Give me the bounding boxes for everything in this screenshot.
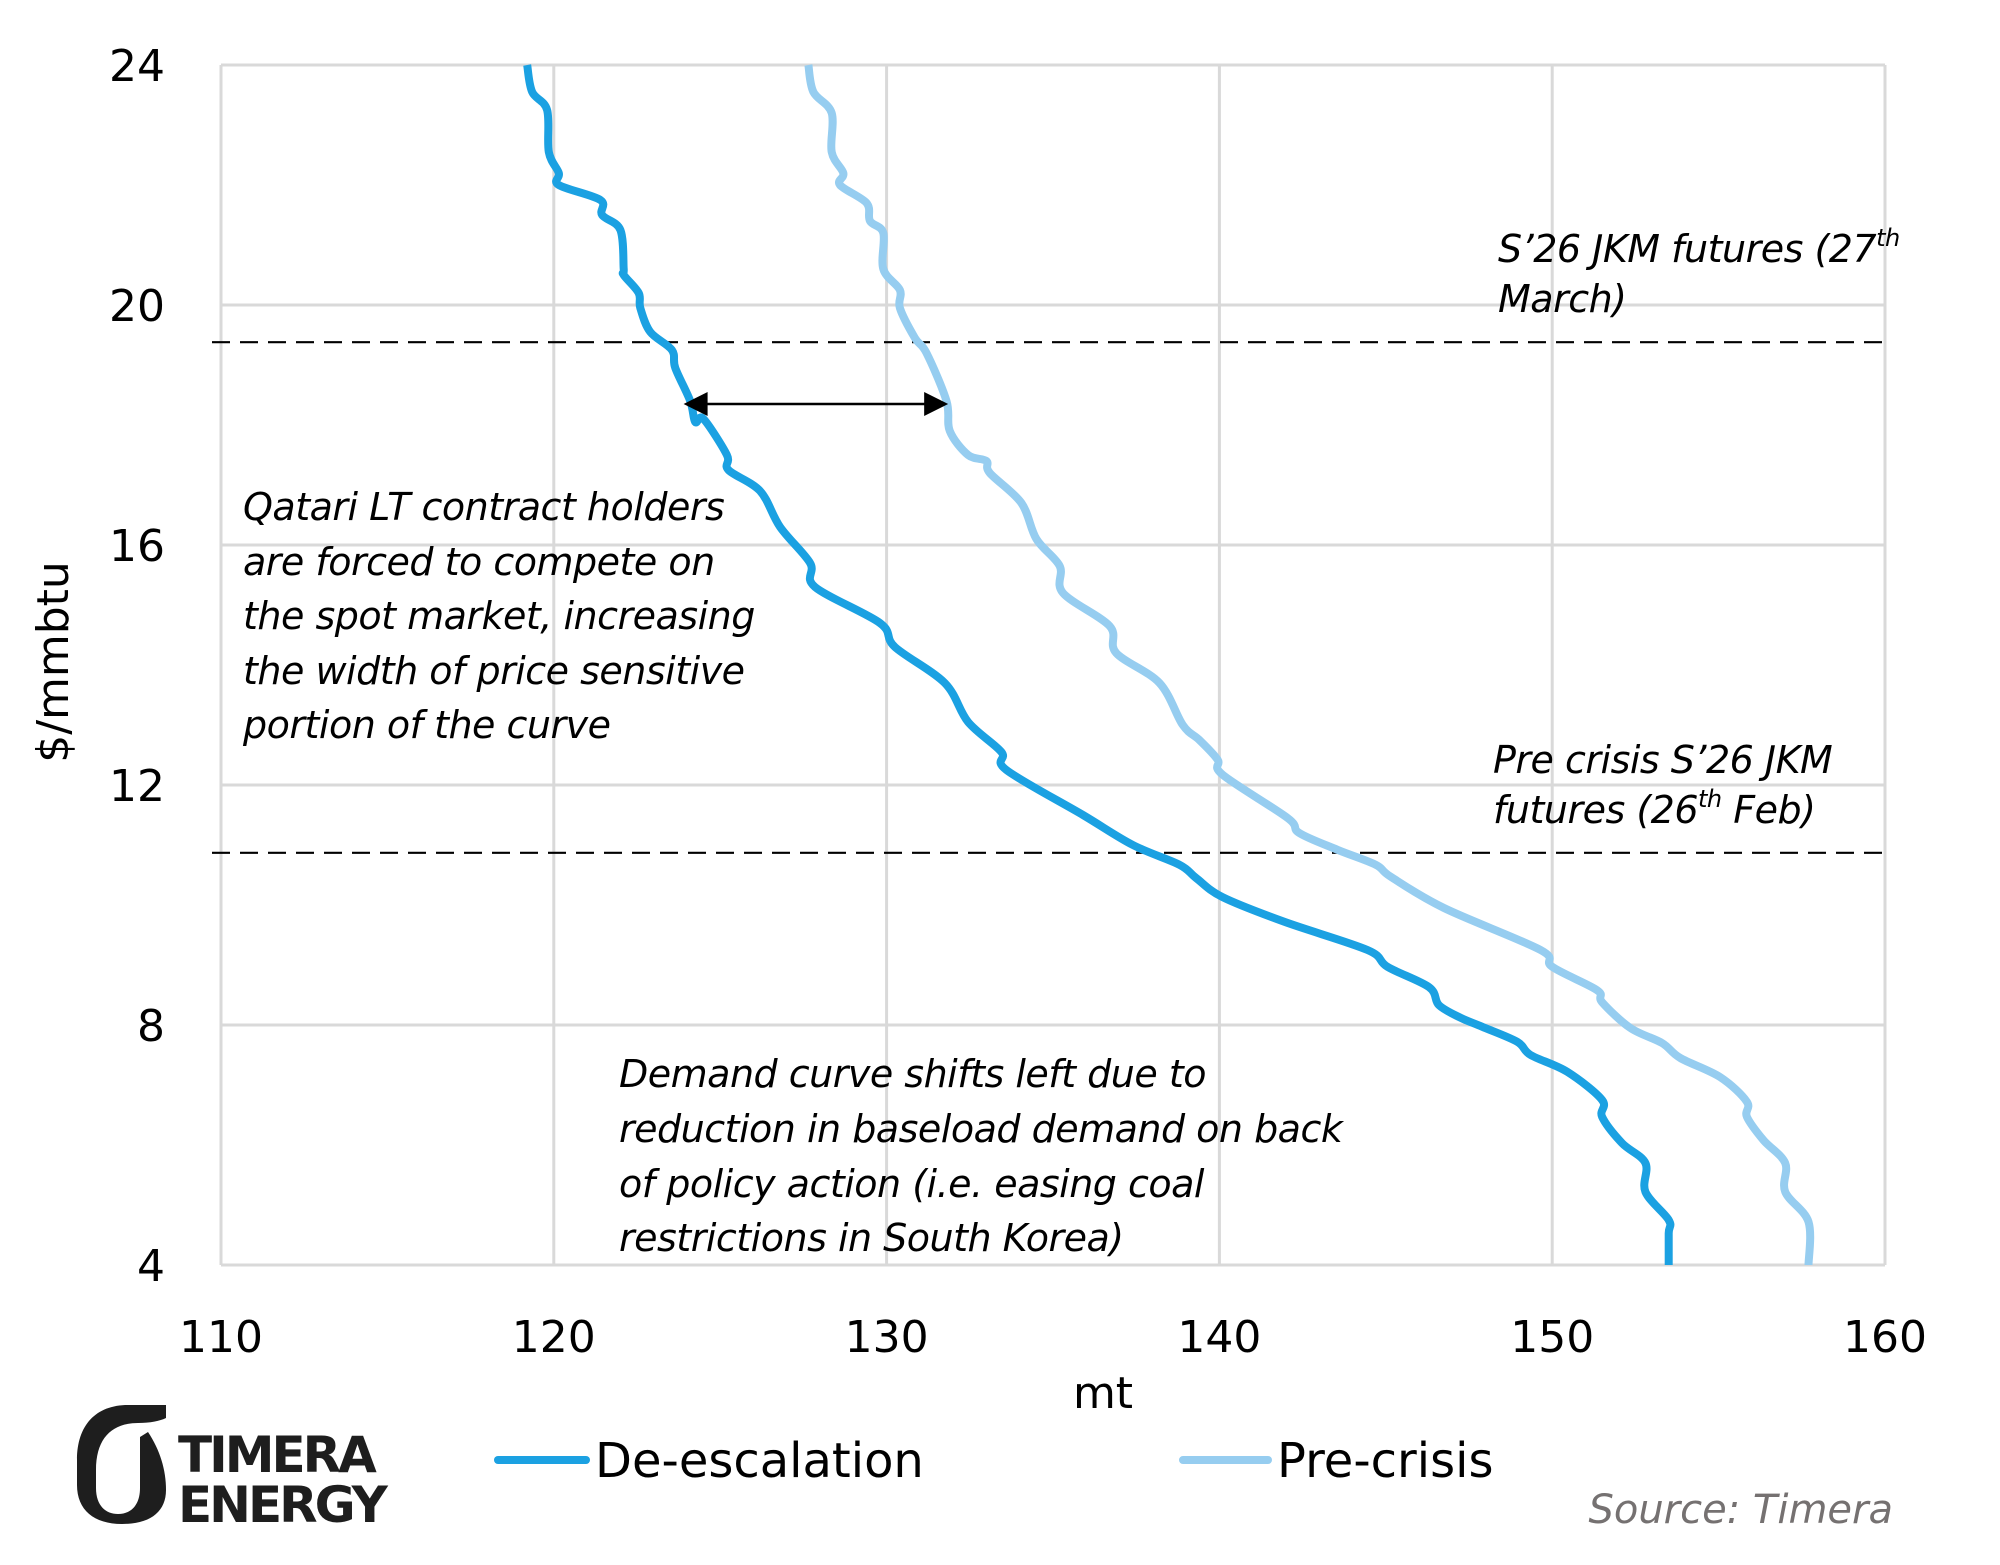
- source-label: Source: Timera: [1588, 1487, 1893, 1533]
- annotation-qatari-line: portion of the curve: [242, 703, 610, 747]
- y-axis-title: $/mmbtu: [28, 561, 79, 763]
- logo-text-timera: TIMERA: [178, 1426, 377, 1484]
- y-tick-label: 24: [109, 41, 165, 92]
- annotation-jkm-march-line1: S’26 JKM futures (27: [1498, 227, 1876, 271]
- x-tick-label: 120: [512, 1312, 596, 1363]
- annotation-demand-line: of policy action (i.e. easing coal: [619, 1162, 1205, 1206]
- timera-logo-icon: [77, 1405, 166, 1524]
- width-arrow: [683, 392, 949, 416]
- series-line-pre-crisis: [804, 64, 1815, 1266]
- annotation-jkm-feb-line1: Pre crisis S’26 JKM: [1493, 738, 1832, 782]
- legend: De-escalation Pre-crisis: [494, 1433, 1493, 1489]
- x-tick-label: 110: [179, 1312, 263, 1363]
- timera-energy-logo: TIMERA ENERGY: [77, 1405, 392, 1534]
- annotation-jkm-feb: Pre crisis S’26 JKM futures (26th Feb): [1493, 738, 1844, 832]
- annotation-demand: Demand curve shifts left due to reductio…: [619, 1052, 1354, 1260]
- x-tick-label: 140: [1177, 1312, 1261, 1363]
- x-tick-label: 160: [1843, 1312, 1927, 1363]
- arrow-head-right: [924, 392, 949, 416]
- annotation-demand-line: restrictions in South Korea): [619, 1216, 1124, 1260]
- legend-label-pre-crisis: Pre-crisis: [1277, 1433, 1493, 1489]
- annotation-qatari-line: are forced to compete on: [243, 540, 715, 584]
- annotation-jkm-feb-sup: th: [1698, 785, 1722, 813]
- y-tick-label: 4: [137, 1241, 165, 1292]
- y-tick-label: 12: [109, 761, 165, 812]
- logo-text-energy: ENERGY: [178, 1476, 389, 1534]
- annotation-jkm-feb-line2a: futures (26: [1493, 788, 1698, 832]
- y-tick-labels: 4 8 12 16 20 24: [109, 41, 165, 1292]
- x-axis-title: mt: [1073, 1368, 1133, 1419]
- x-tick-label: 150: [1510, 1312, 1594, 1363]
- y-tick-label: 16: [109, 521, 165, 572]
- annotation-demand-line: Demand curve shifts left due to: [619, 1052, 1206, 1096]
- annotation-jkm-march-line2: March): [1498, 277, 1627, 321]
- y-tick-label: 8: [137, 1001, 165, 1052]
- annotation-jkm-feb-line2b: Feb): [1722, 788, 1816, 832]
- arrow-head-left: [683, 392, 708, 416]
- series-line-de-escalation: [523, 64, 1675, 1265]
- series-lines: [523, 64, 1815, 1266]
- annotation-demand-line: reduction in baseload demand on back: [619, 1107, 1345, 1151]
- annotation-qatari-line: Qatari LT contract holders: [243, 485, 724, 529]
- annotation-qatari-line: the spot market, increasing: [243, 594, 755, 638]
- x-tick-label: 130: [845, 1312, 929, 1363]
- gridlines: [219, 63, 1887, 1267]
- y-tick-label: 20: [109, 281, 165, 332]
- x-tick-labels: 110 120 130 140 150 160: [179, 1312, 1927, 1363]
- annotation-jkm-march: S’26 JKM futures (27th March): [1498, 211, 1911, 321]
- annotation-jkm-march-sup: th: [1876, 224, 1900, 252]
- annotation-qatari-line: the width of price sensitive: [243, 649, 745, 693]
- legend-label-de-escalation: De-escalation: [595, 1433, 924, 1489]
- annotation-qatari: Qatari LT contract holders are forced to…: [242, 485, 766, 747]
